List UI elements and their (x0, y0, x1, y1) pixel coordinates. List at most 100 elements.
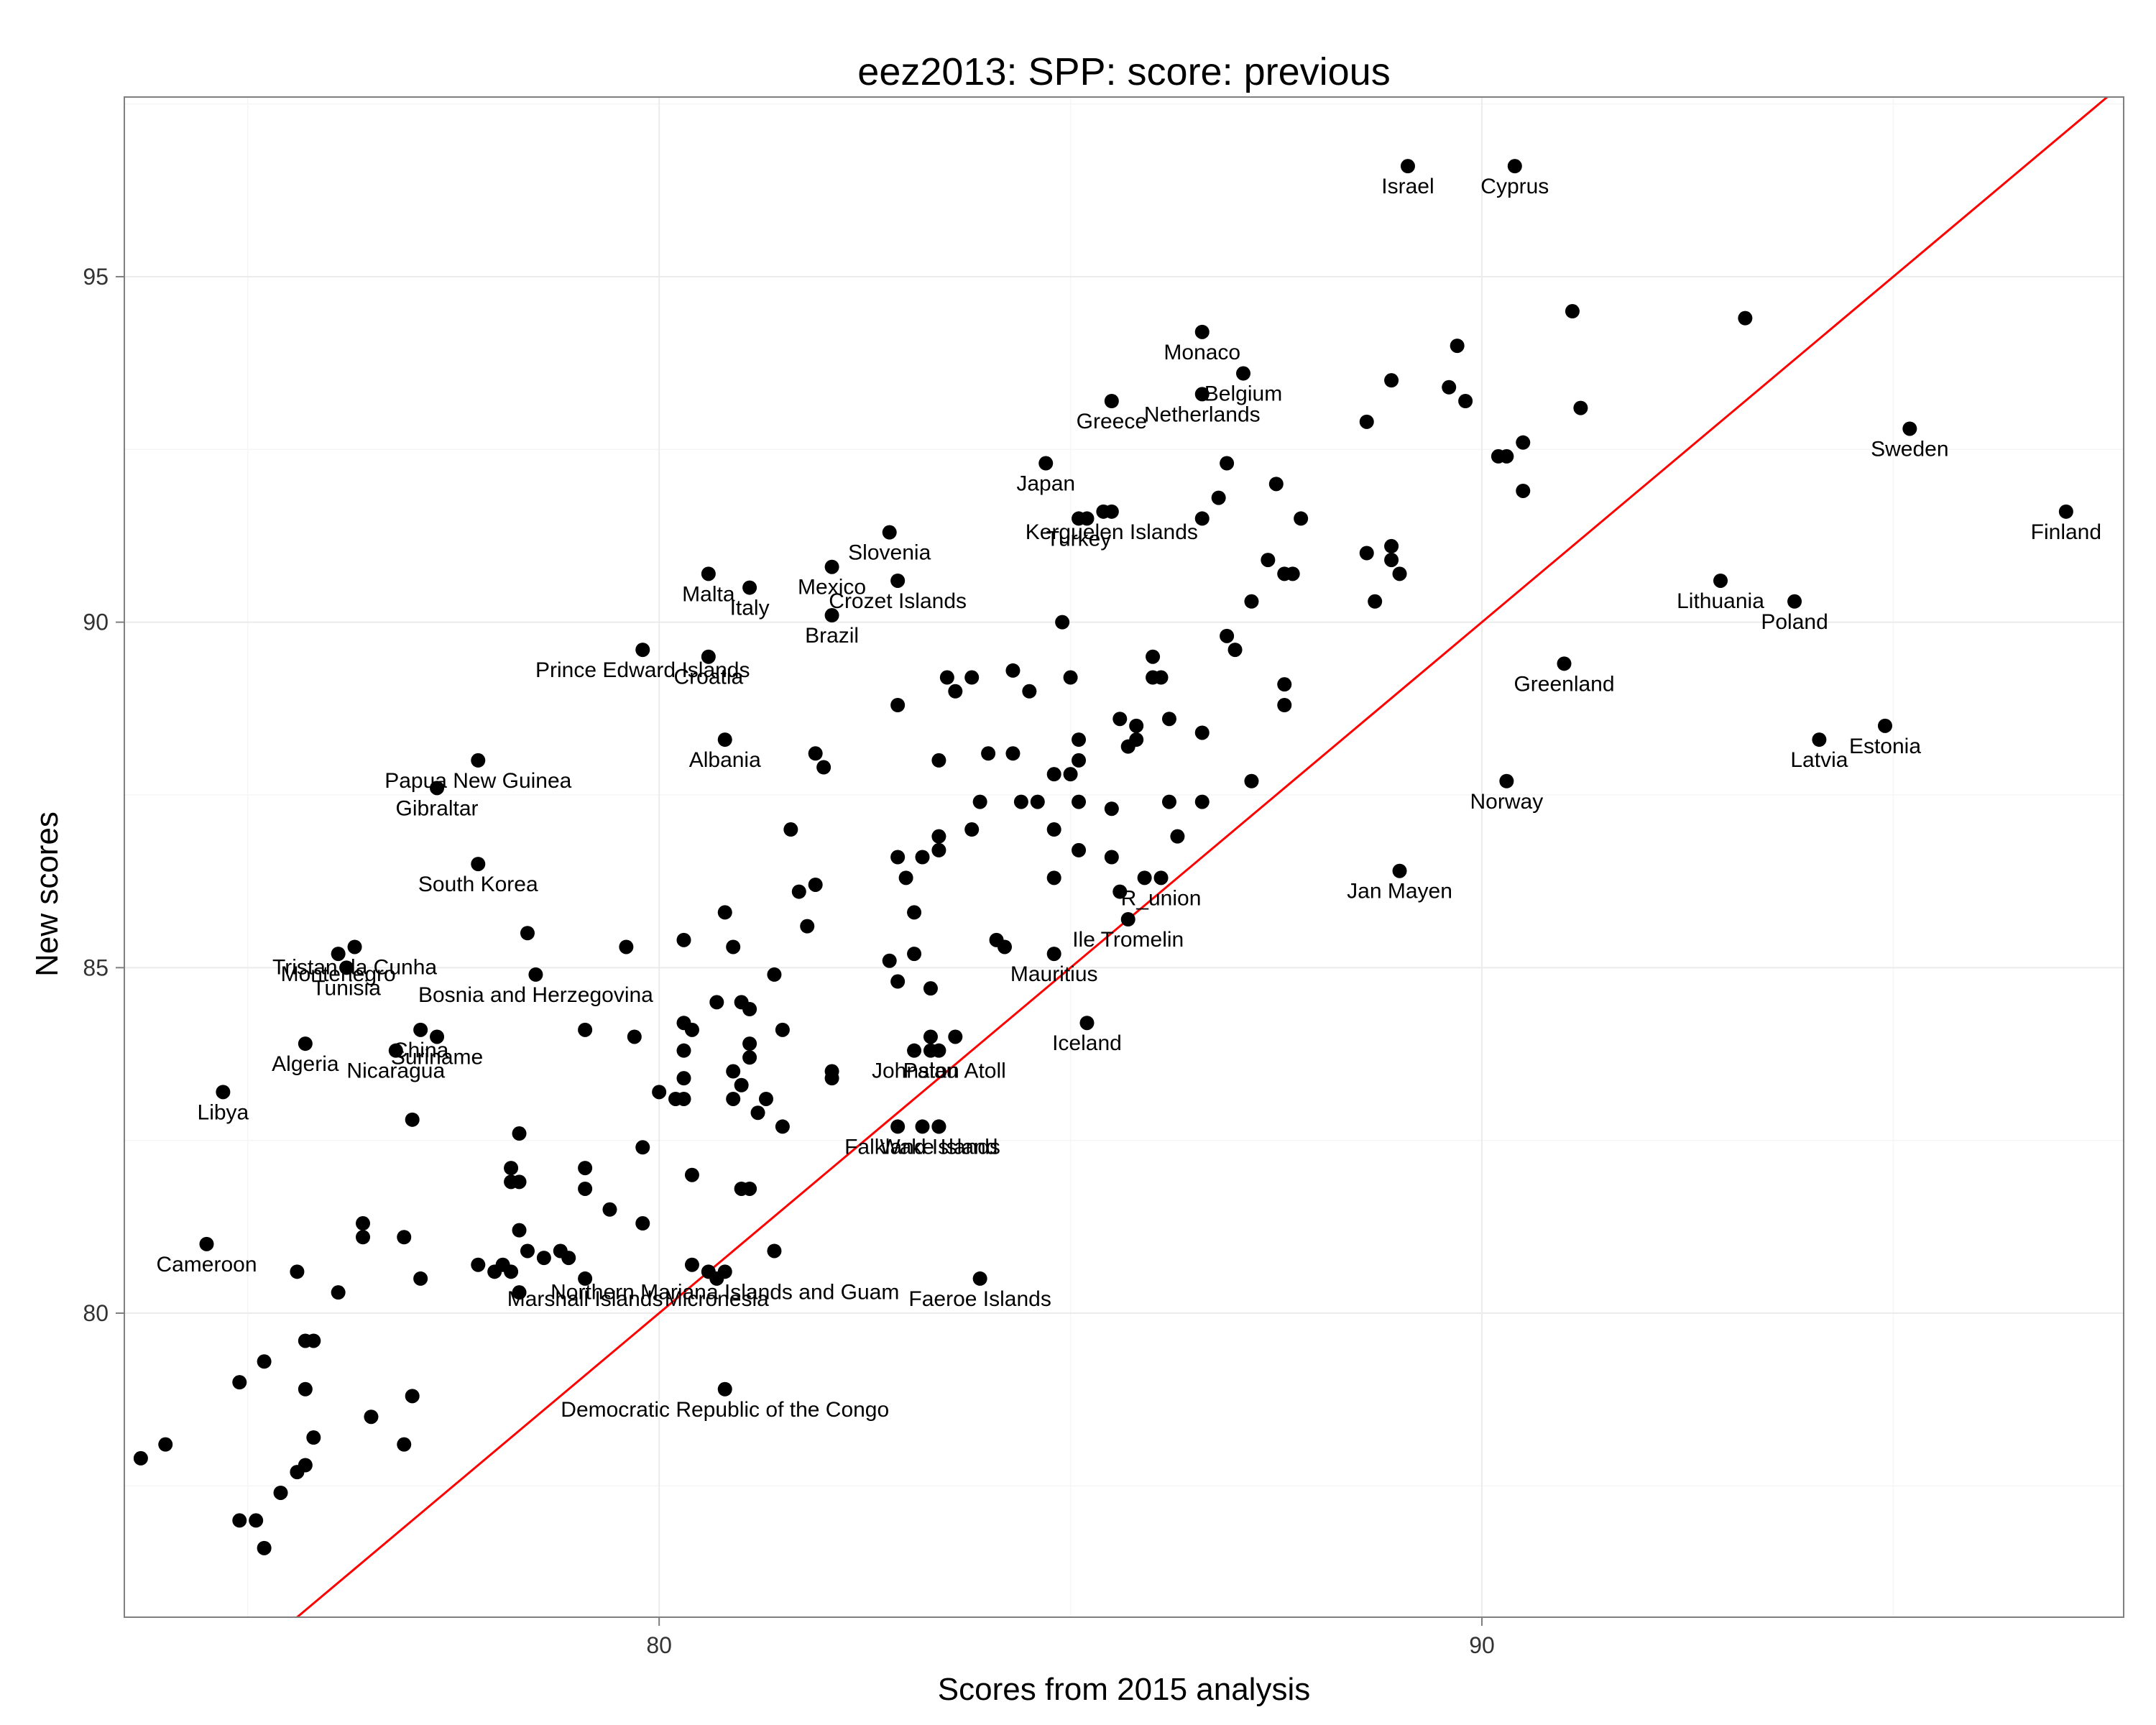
data-point (1713, 573, 1728, 588)
y-tick-label: 85 (83, 954, 109, 980)
data-point (816, 760, 831, 775)
data-point (948, 1029, 963, 1044)
data-point (528, 967, 543, 982)
data-point (249, 1513, 264, 1528)
data-point (306, 1333, 321, 1348)
data-point (923, 1029, 938, 1044)
data-point (635, 1216, 650, 1231)
data-point (915, 850, 930, 865)
point-label: Jan Mayen (1347, 880, 1452, 903)
data-point (758, 1091, 773, 1106)
data-point (1738, 310, 1753, 326)
data-point (1359, 414, 1374, 429)
point-label: Finland (2031, 520, 2101, 544)
data-point (931, 1119, 946, 1134)
point-label: Suriname (391, 1045, 483, 1069)
point-label: Albania (689, 748, 761, 772)
point-label: Malta (682, 582, 735, 606)
data-point (578, 1161, 593, 1176)
data-point (1046, 822, 1061, 837)
data-point (742, 1002, 757, 1016)
data-point (1072, 842, 1087, 857)
data-point (808, 746, 823, 761)
point-label: Mexico (798, 576, 866, 599)
data-point (684, 1022, 699, 1037)
data-point (578, 1181, 593, 1196)
data-point (742, 1036, 757, 1052)
data-point (232, 1375, 247, 1390)
point-label: Faeroe Islands (908, 1287, 1051, 1311)
data-point (701, 649, 716, 664)
point-label: Tunisia (312, 976, 381, 1000)
data-point (1120, 912, 1135, 927)
y-axis-title: New scores (29, 811, 65, 977)
data-point (742, 1050, 757, 1065)
data-point (2058, 504, 2073, 519)
point-label: R_union (1121, 886, 1202, 910)
data-point (273, 1485, 288, 1500)
point-label: Turkey (1046, 527, 1112, 551)
data-point (1787, 594, 1802, 609)
point-label: Poland (1761, 610, 1828, 634)
point-label: Wake Island (880, 1135, 998, 1159)
data-point (1170, 829, 1185, 844)
data-point (701, 566, 716, 581)
data-point (652, 1085, 667, 1100)
data-point (388, 1043, 403, 1058)
data-point (1902, 421, 1917, 436)
data-point (520, 926, 535, 941)
data-point (1359, 546, 1374, 561)
data-point (824, 1071, 839, 1086)
data-point (1516, 435, 1531, 450)
data-point (1220, 628, 1235, 643)
data-point (1194, 511, 1210, 526)
point-label: Northern Mariana Islands and Guam (550, 1280, 899, 1304)
point-label: Cameroon (156, 1253, 257, 1276)
chart-title: eez2013: SPP: score: previous (857, 50, 1390, 93)
point-label: Ile Tromelin (1072, 928, 1184, 952)
data-point (882, 525, 897, 540)
point-label: Tristan da Cunha (272, 955, 437, 979)
data-point (1013, 794, 1028, 809)
data-point (298, 1381, 313, 1397)
point-label: Palau (903, 1059, 959, 1083)
data-point (1005, 746, 1021, 761)
point-label: Nicaragua (346, 1059, 445, 1083)
data-point (1022, 684, 1037, 699)
reference-line (296, 96, 2109, 1619)
data-point (1194, 725, 1210, 740)
data-point (1516, 483, 1531, 498)
data-point (471, 753, 486, 768)
data-point (1499, 773, 1514, 788)
data-point (512, 1223, 527, 1238)
point-label: Brazil (805, 624, 859, 648)
point-label: Papua New Guinea (384, 769, 571, 793)
data-point (561, 1251, 576, 1266)
data-point (1384, 538, 1399, 553)
data-point (1104, 801, 1119, 816)
data-point (1112, 884, 1128, 899)
data-point (1220, 456, 1235, 471)
point-label: Greenland (1514, 672, 1614, 696)
data-point (890, 573, 906, 588)
point-label: Lithuania (1677, 589, 1764, 613)
data-point (1194, 324, 1210, 339)
data-point (717, 732, 732, 748)
data-point (907, 947, 922, 962)
data-point (1384, 373, 1399, 388)
data-point (898, 870, 913, 886)
point-label: Belgium (1204, 382, 1282, 406)
data-point (1285, 566, 1300, 581)
data-point (405, 1389, 420, 1404)
data-point (726, 939, 741, 954)
data-point (1063, 767, 1078, 782)
y-tick-label: 90 (83, 610, 109, 635)
point-label: Mauritius (1010, 962, 1098, 986)
point-label: Democratic Republic of the Congo (561, 1398, 889, 1422)
point-labels: Israel CyprusMonacoBelgiumNetherlandsGree… (156, 175, 2101, 1422)
data-point (1146, 649, 1161, 664)
data-point (890, 698, 906, 712)
data-point (1573, 400, 1588, 415)
data-point (578, 1022, 593, 1037)
